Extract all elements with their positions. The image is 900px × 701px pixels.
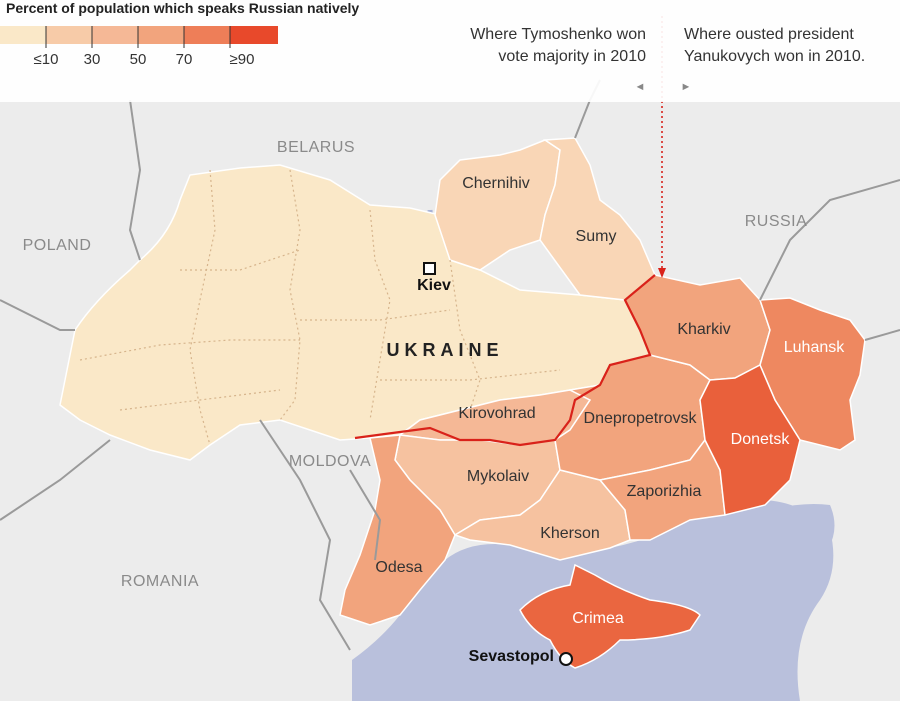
legend-tick-label: ≥90 [230,51,255,68]
arrow-left-icon: ◄ [635,81,646,93]
region-label-kharkiv: Kharkiv [677,321,730,338]
country-label-belarus: BELARUS [277,139,355,156]
legend-swatch [46,26,92,44]
country-label-romania: ROMANIA [121,573,199,590]
region-label-dnepropetrovsk: Dnepropetrovsk [584,410,698,427]
city-label-sevastopol: Sevastopol [469,648,554,665]
legend-swatch [184,26,230,44]
region-crimea [519,563,701,669]
arrow-right-icon: ► [681,81,692,93]
region-label-mykolaiv: Mykolaiv [467,468,529,485]
region-label-crimea: Crimea [572,610,624,627]
region-label-sumy: Sumy [576,228,617,245]
country-label-ukraine: UKRAINE [386,340,503,360]
country-label-moldova: MOLDOVA [289,453,371,470]
oblast-borders [79,169,561,446]
legend-scale: ≤10 30 50 70 ≥90 [0,26,278,68]
country-label-poland: POLAND [23,237,92,254]
tymoshenko-note-line2: vote majority in 2010 [498,48,646,65]
legend-tick-label: ≤10 [34,51,59,68]
region-label-donetsk: Donetsk [731,431,791,448]
region-label-kherson: Kherson [540,525,600,542]
legend-swatch [138,26,184,44]
yanukovych-note-line1: Where ousted president [684,26,854,43]
legend-tick-label: 70 [176,51,193,68]
region-odesa [339,434,456,626]
legend-title: Percent of population which speaks Russi… [6,0,359,16]
legend-tick-label: 50 [130,51,147,68]
region-western-ukraine [59,164,652,461]
legend-tick-label: 30 [84,51,101,68]
city-label-kiev: Kiev [417,277,451,294]
region-label-zaporizhia: Zaporizhia [627,483,702,500]
tymoshenko-note-line1: Where Tymoshenko won [470,26,646,43]
sea-of-azov [640,504,835,586]
region-label-odesa: Odesa [375,559,422,576]
election-divide-line [354,274,656,447]
legend-swatch [92,26,138,44]
kiev-marker-icon [423,262,436,275]
yanukovych-note-line2: Yanukovych won in 2010. [684,48,865,65]
region-label-luhansk: Luhansk [784,339,845,356]
region-donetsk [699,363,801,516]
annotation-pointer-head [658,268,666,278]
sevastopol-marker-icon [559,652,573,666]
legend-swatch [0,26,46,44]
region-label-chernihiv: Chernihiv [462,175,530,192]
region-label-kirovohrad: Kirovohrad [458,405,535,422]
legend-swatch [230,26,278,44]
legend-band [0,0,900,102]
country-label-russia: RUSSIA [745,213,808,230]
